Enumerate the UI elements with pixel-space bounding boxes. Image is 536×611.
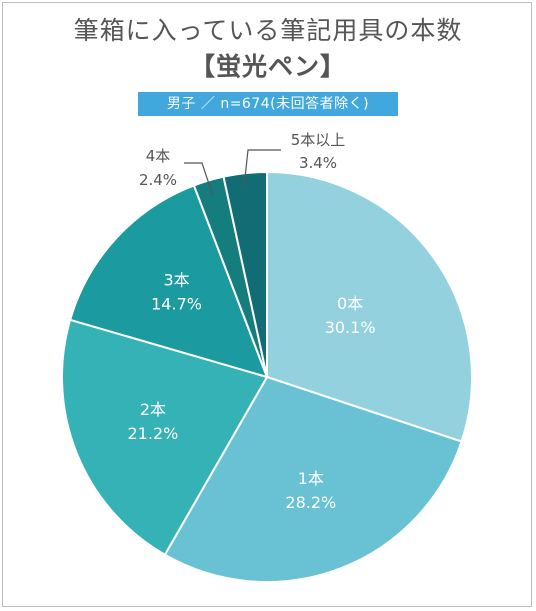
pie-slice-2 xyxy=(61,318,269,557)
sample-badge: 男子 ／ n=674(未回答者除く) xyxy=(138,92,398,116)
pie-slice-1 xyxy=(163,375,463,583)
slice-value-0: 30.1% xyxy=(325,318,376,337)
slice-label-2: 2本 xyxy=(140,400,166,419)
chart-title: 筆箱に入っている筆記用具の本数 xyxy=(73,16,463,45)
slice-value-3: 14.7% xyxy=(151,295,202,314)
leader-line-4 xyxy=(184,162,214,197)
slice-label-1: 1本 xyxy=(298,469,324,488)
slice-value-5: 3.4% xyxy=(299,154,337,172)
pie-slice-0 xyxy=(266,170,473,443)
slice-label-4: 4本 xyxy=(146,147,171,165)
slice-value-1: 28.2% xyxy=(285,493,336,512)
slice-value-2: 21.2% xyxy=(128,424,179,443)
chart-title-sub: 【蛍光ペン】 xyxy=(189,52,346,81)
slice-value-4: 2.4% xyxy=(139,171,177,189)
leader-line-5 xyxy=(243,149,281,188)
slice-label-3: 3本 xyxy=(163,271,189,290)
pie-slice-3 xyxy=(68,184,269,379)
slice-label-5: 5本以上 xyxy=(291,131,346,149)
slice-label-0: 0本 xyxy=(337,294,363,313)
